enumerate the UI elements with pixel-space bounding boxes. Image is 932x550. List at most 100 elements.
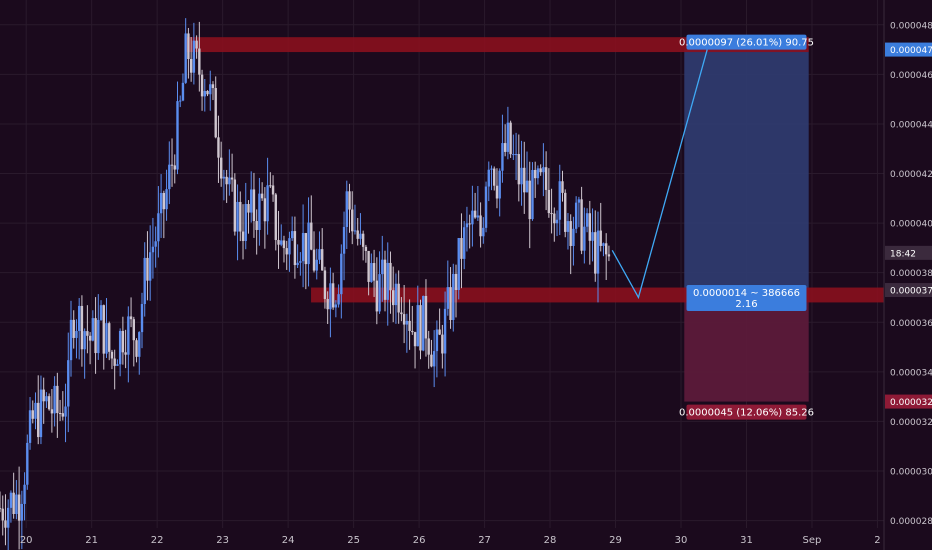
- candle-body: [312, 249, 316, 271]
- candle-body: [342, 226, 346, 254]
- candle-body: [542, 167, 545, 173]
- candle-body: [189, 59, 193, 73]
- x-axis: 20 21 22 23 24 25 26 27 28 29 30 31 Sep 2: [20, 535, 881, 546]
- candle-body: [198, 48, 201, 75]
- candle-body: [490, 168, 493, 170]
- candle-body: [124, 352, 127, 355]
- candle-body: [47, 396, 51, 410]
- candle-body: [553, 213, 556, 224]
- candle-body: [394, 283, 398, 306]
- candle-body: [454, 273, 458, 290]
- candle-body: [353, 230, 357, 232]
- candle-body: [310, 222, 313, 250]
- candle-body: [121, 330, 125, 353]
- candle-body: [411, 330, 414, 333]
- candle-body: [424, 295, 428, 339]
- candle-body: [225, 176, 228, 185]
- candle-body: [323, 270, 327, 299]
- entry-label-box: [686, 285, 807, 312]
- candle-body: [260, 193, 264, 199]
- candle-body: [69, 319, 73, 361]
- stop-label-box: [686, 404, 807, 420]
- candle-body: [75, 330, 78, 338]
- candle-body: [561, 181, 564, 193]
- candle-body: [80, 305, 84, 350]
- candle-body: [473, 210, 477, 218]
- candle-body: [517, 154, 521, 185]
- target-box: [684, 49, 809, 291]
- candle-body: [184, 33, 187, 83]
- target-label-text: 0.0000097 (26.01%) 90.75: [679, 38, 814, 49]
- resistance-zone: [186, 37, 809, 53]
- candles: [0, 18, 611, 550]
- candle-body: [359, 233, 362, 239]
- candle-body: [118, 330, 122, 365]
- candle-body: [181, 82, 185, 101]
- candle-body: [331, 283, 335, 308]
- price-tag-text: 0.0000328: [890, 398, 932, 408]
- candle-body: [577, 199, 581, 203]
- candle-body: [252, 189, 256, 222]
- candle-body: [468, 223, 471, 225]
- candle-body: [108, 323, 111, 352]
- candle-body: [15, 494, 18, 515]
- candle-body: [206, 90, 209, 95]
- position-labels: 0.0000097 (26.01%) 90.75 0.0000014 ~ 3866…: [679, 34, 814, 420]
- candle-body: [1, 508, 4, 521]
- candle-body: [397, 283, 400, 313]
- target-label-box: [686, 34, 807, 50]
- candle-body: [340, 253, 343, 295]
- candle-body: [512, 154, 515, 156]
- candle-body: [135, 340, 138, 357]
- candle-body: [170, 164, 174, 166]
- candle-body: [9, 492, 13, 508]
- candle-body: [326, 298, 329, 310]
- candle-body: [17, 494, 21, 521]
- x-tick-label: 25: [347, 535, 360, 546]
- price-tag-text: 0.0000373: [890, 287, 932, 297]
- candle-body: [88, 335, 92, 341]
- projection: [611, 49, 708, 300]
- candle-body: [569, 221, 572, 246]
- candle-body: [64, 406, 67, 417]
- price-tag-text: 0.0000470: [890, 46, 932, 56]
- candle-body: [86, 331, 89, 336]
- candle-body: [427, 338, 430, 355]
- candle-body: [94, 318, 97, 354]
- candle-body: [72, 319, 75, 338]
- candle-body: [555, 219, 559, 224]
- candle-body: [241, 231, 245, 241]
- candle-body: [277, 239, 280, 245]
- candle-body: [132, 319, 135, 341]
- candle-body: [263, 198, 267, 222]
- candle-body: [405, 320, 409, 325]
- candle-body: [173, 165, 176, 170]
- candle-body: [329, 283, 332, 310]
- candle-body: [138, 332, 141, 357]
- price-tag-box: [885, 283, 932, 298]
- candle-body: [539, 168, 542, 173]
- candle-body: [269, 185, 272, 187]
- candle-body: [550, 213, 553, 215]
- candle-body: [192, 40, 196, 73]
- candle-body: [348, 191, 351, 210]
- candle-body: [301, 233, 305, 262]
- candle-body: [533, 169, 537, 179]
- candle-body: [282, 240, 286, 249]
- candle-body: [318, 249, 321, 260]
- candle-body: [607, 254, 611, 257]
- entry-label-text: 2.16: [735, 299, 757, 310]
- candle-body: [509, 122, 512, 155]
- candle-body: [274, 194, 277, 240]
- candle-body: [195, 40, 198, 49]
- candle-body: [495, 185, 499, 199]
- candle-body: [531, 169, 534, 220]
- candle-body: [536, 168, 540, 179]
